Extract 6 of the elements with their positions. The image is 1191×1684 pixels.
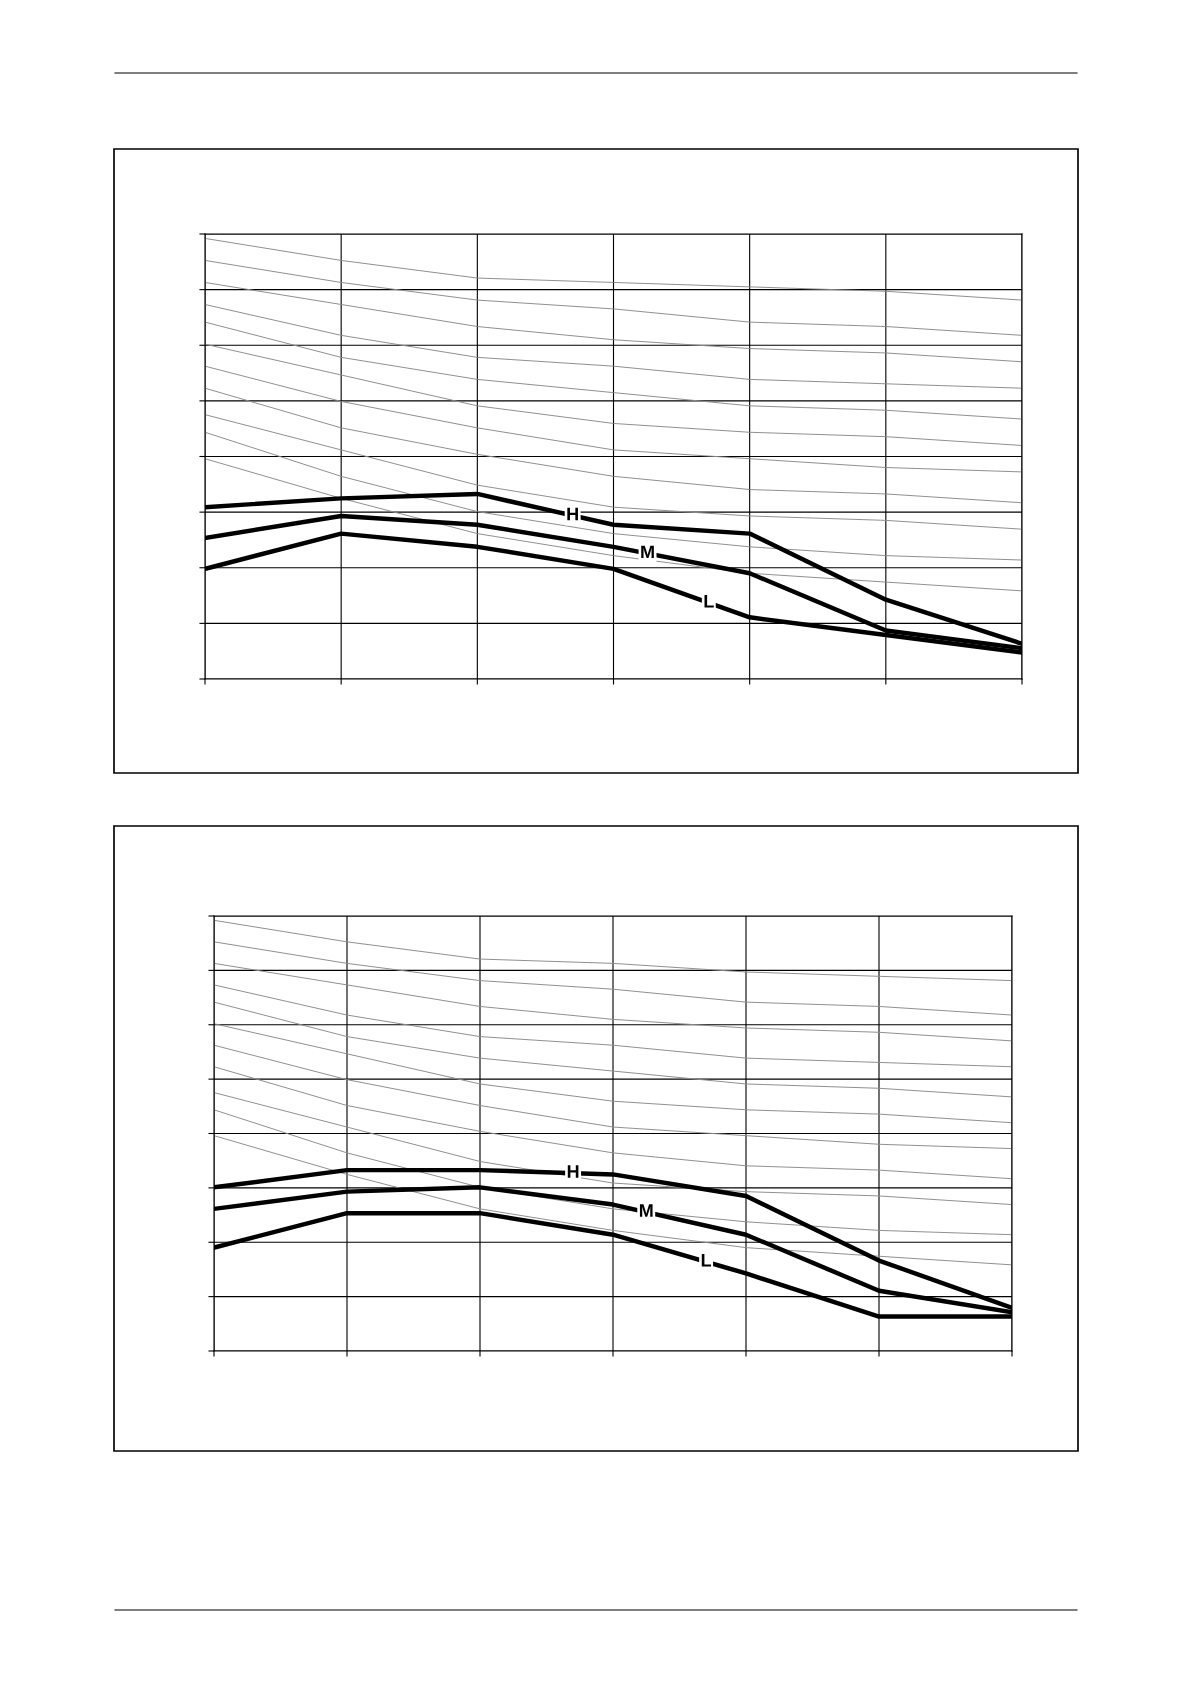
series-label: L — [704, 595, 714, 608]
series-label: H — [567, 1165, 579, 1178]
series-label: M — [641, 545, 654, 559]
series-label: M — [639, 1204, 653, 1217]
series-label: L — [701, 1254, 712, 1267]
series-label: H — [567, 507, 578, 521]
